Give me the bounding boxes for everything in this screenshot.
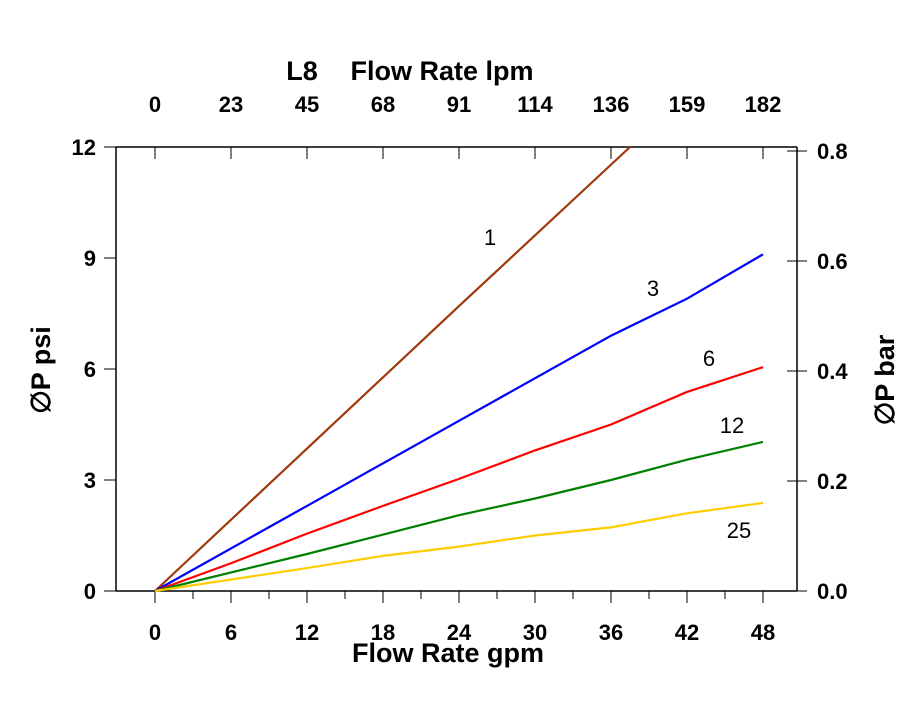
top-tick-label: 45 [295, 92, 319, 117]
series-line-1 [154, 146, 631, 592]
series-line-12 [154, 440, 764, 593]
y2-tick-label: 0.2 [817, 469, 848, 494]
series-line-3 [154, 253, 764, 592]
top-tick-label: 0 [149, 92, 161, 117]
x-tick-label: 12 [295, 620, 319, 645]
x-tick-label: 0 [149, 620, 161, 645]
x-tick-label: 18 [371, 620, 395, 645]
y-tick-label: 6 [84, 357, 96, 382]
y-axis-label: ∅P psi [26, 326, 56, 414]
top-tick-label: 159 [669, 92, 706, 117]
x-tick-label: 30 [523, 620, 547, 645]
series-label-25: 25 [727, 518, 751, 543]
series-line-25 [154, 501, 764, 593]
series-label-12: 12 [720, 413, 744, 438]
series-label-6: 6 [703, 346, 715, 371]
x-tick-label: 36 [599, 620, 623, 645]
y2-tick-label: 0.4 [817, 359, 848, 384]
y-tick-label: 12 [72, 135, 96, 160]
top-tick-label: 136 [593, 92, 630, 117]
y-tick-label: 9 [84, 246, 96, 271]
x-tick-label: 24 [447, 620, 472, 645]
series-label-3: 3 [647, 276, 659, 301]
y2-tick-label: 0.6 [817, 249, 848, 274]
y2-tick-label: 0.8 [817, 139, 848, 164]
y2-axis-label: ∅P bar [870, 334, 900, 425]
x-tick-label: 42 [675, 620, 699, 645]
series-line-6 [154, 366, 764, 593]
x-tick-label: 6 [225, 620, 237, 645]
x-tick-label: 48 [751, 620, 775, 645]
top-tick-label: 68 [371, 92, 395, 117]
top-axis-label: Flow Rate lpm [350, 56, 533, 86]
y-tick-label: 3 [84, 468, 96, 493]
series-label-1: 1 [484, 225, 496, 250]
y-tick-label: 0 [84, 579, 96, 604]
top-tick-label: 23 [219, 92, 243, 117]
top-tick-label: 114 [517, 92, 553, 117]
x-axis-label: Flow Rate gpm [352, 638, 544, 668]
top-tick-label: 91 [447, 92, 471, 117]
y2-tick-label: 0.0 [817, 579, 848, 604]
chart-title: L8 [286, 56, 318, 86]
top-tick-label: 182 [745, 92, 782, 117]
